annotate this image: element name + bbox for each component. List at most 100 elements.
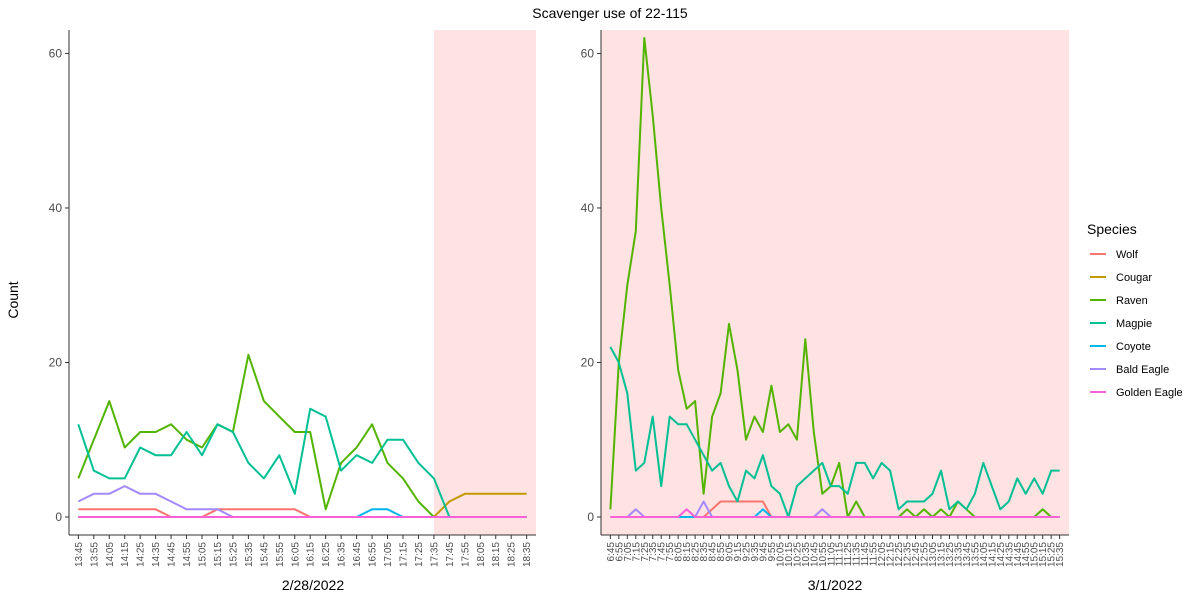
x-tick-label: 10:05 xyxy=(775,542,786,567)
y-tick-label: 20 xyxy=(49,355,63,369)
panel-mar-1: 02040606:456:557:057:157:257:357:457:558… xyxy=(581,30,1069,567)
x-tick-label: 13:45 xyxy=(74,542,85,567)
x-tick-label: 14:35 xyxy=(1004,542,1015,567)
x-tick-label: 16:25 xyxy=(321,542,332,567)
x-tick-label: 10:15 xyxy=(784,542,795,567)
legend-label-golden-eagle: Golden Eagle xyxy=(1116,387,1183,399)
y-tick-label: 60 xyxy=(49,46,63,60)
x-tick-label: 14:05 xyxy=(105,542,116,567)
x-tick-label: 8:05 xyxy=(674,542,685,562)
panel-feb-28: 0 20 40 60 13:45 13:55 14:05 14:15 14:25 14:35 14:… xyxy=(49,30,536,567)
x-tick-label: 14:15 xyxy=(120,542,131,567)
x-tick-label: 17:55 xyxy=(460,542,471,567)
y-axis-label: Count xyxy=(5,281,21,318)
x-tick-label: 16:55 xyxy=(368,542,379,567)
x-tick-label: 14:45 xyxy=(167,542,178,567)
night-shade xyxy=(433,30,536,535)
x-tick-label: 9:45 xyxy=(758,542,769,562)
x-tick-label: 17:45 xyxy=(445,542,456,567)
x-tick-label: 11:55 xyxy=(869,542,880,567)
x-tick-label: 13:45 xyxy=(962,542,973,567)
x-tick-label: 14:35 xyxy=(151,542,162,567)
x-tick-label: 8:35 xyxy=(699,542,710,562)
legend-title: Species xyxy=(1087,221,1137,237)
x-tick-label: 16:35 xyxy=(337,542,348,567)
y-tick-label: 60 xyxy=(581,46,595,60)
x-tick-label: 13:05 xyxy=(928,542,939,567)
x-tick-label: 13:25 xyxy=(945,542,956,567)
x-axis-label-mar-1: 3/1/2022 xyxy=(808,577,863,593)
x-tick-label: 13:15 xyxy=(936,542,947,567)
series-line-golden-eagle xyxy=(610,508,1060,518)
x-tick-label: 16:45 xyxy=(352,542,363,567)
x-tick-label: 13:55 xyxy=(970,542,981,567)
x-tick-label: 10:25 xyxy=(792,542,803,567)
x-tick-label: 7:45 xyxy=(657,542,668,562)
x-tick-label: 7:35 xyxy=(648,542,659,562)
x-tick-label: 7:05 xyxy=(623,542,634,562)
x-tick-label: 14:25 xyxy=(996,542,1007,567)
x-tick-label: 12:45 xyxy=(911,542,922,567)
x-axis-label-feb-28: 2/28/2022 xyxy=(282,577,344,593)
x-tick-label: 15:15 xyxy=(213,542,224,567)
x-tick-label: 15:35 xyxy=(244,542,255,567)
legend-label-coyote: Coyote xyxy=(1116,341,1151,353)
legend-label-magpie: Magpie xyxy=(1116,318,1152,330)
x-tick-label: 14:25 xyxy=(136,542,147,567)
x-tick-label: 9:35 xyxy=(750,542,761,562)
x-tick-label: 15:35 xyxy=(1055,542,1066,567)
x-tick-label: 11:25 xyxy=(843,542,854,567)
x-tick-label: 17:05 xyxy=(383,542,394,567)
x-tick-label: 9:55 xyxy=(767,542,778,562)
x-tick-label: 12:35 xyxy=(903,542,914,567)
legend-label-raven: Raven xyxy=(1116,295,1148,307)
legend-label-cougar: Cougar xyxy=(1116,272,1152,284)
x-tick-label: 18:05 xyxy=(476,542,487,567)
x-tick-label: 18:25 xyxy=(507,542,518,567)
x-tick-label: 7:55 xyxy=(665,542,676,562)
x-tick-label: 13:55 xyxy=(89,542,100,567)
y-tick-label: 40 xyxy=(49,201,63,215)
x-tick-label: 12:25 xyxy=(894,542,905,567)
x-tick-label: 14:15 xyxy=(987,542,998,567)
x-tick-label: 8:15 xyxy=(682,542,693,562)
x-tick-label: 14:55 xyxy=(1021,542,1032,567)
x-tick-label: 17:25 xyxy=(414,542,425,567)
y-tick-label: 0 xyxy=(55,510,62,524)
x-tick-label: 15:25 xyxy=(1047,542,1058,567)
x-tick-label: 11:35 xyxy=(852,542,863,567)
x-tick-label: 18:35 xyxy=(522,542,533,567)
night-shade xyxy=(601,30,1069,535)
x-tick-label: 12:15 xyxy=(886,542,897,567)
legend-label-wolf: Wolf xyxy=(1116,249,1139,261)
x-tick-label: 10:55 xyxy=(818,542,829,567)
x-tick-label: 15:05 xyxy=(198,542,209,567)
x-tick-label: 11:05 xyxy=(826,542,837,567)
x-tick-label: 8:45 xyxy=(708,542,719,562)
x-tick-label: 10:45 xyxy=(809,542,820,567)
x-tick-label: 15:45 xyxy=(259,542,270,567)
x-tick-label: 10:35 xyxy=(801,542,812,567)
x-tick-label: 14:45 xyxy=(1013,542,1024,567)
legend-label-bald-eagle: Bald Eagle xyxy=(1116,364,1169,376)
chart-title: Scavenger use of 22-115 xyxy=(532,5,688,21)
x-tick-label: 9:25 xyxy=(741,542,752,562)
y-tick-label: 20 xyxy=(581,355,595,369)
y-tick-label: 0 xyxy=(587,510,594,524)
x-tick-label: 9:15 xyxy=(733,542,744,562)
series-line-magpie xyxy=(609,346,1060,518)
x-tick-label: 11:15 xyxy=(835,542,846,567)
y-tick-label: 40 xyxy=(581,201,595,215)
x-tick-label: 16:15 xyxy=(306,542,317,567)
x-tick-label: 14:55 xyxy=(182,542,193,567)
x-tick-label: 6:55 xyxy=(614,542,625,562)
x-tick-label: 7:25 xyxy=(640,542,651,562)
x-tick-label: 9:05 xyxy=(725,542,736,562)
x-tick-label: 17:35 xyxy=(429,542,440,567)
x-tick-label: 8:55 xyxy=(716,542,727,562)
x-tick-label: 12:55 xyxy=(920,542,931,567)
x-tick-label: 15:55 xyxy=(275,542,286,567)
x-tick-label: 13:35 xyxy=(953,542,964,567)
x-tick-label: 8:25 xyxy=(691,542,702,562)
